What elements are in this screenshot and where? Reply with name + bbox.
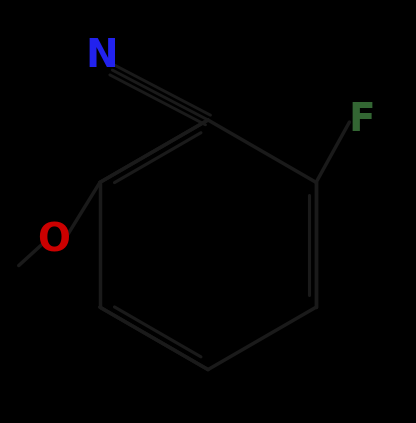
Text: F: F (349, 101, 375, 139)
Text: O: O (37, 222, 71, 260)
Text: N: N (86, 36, 118, 74)
